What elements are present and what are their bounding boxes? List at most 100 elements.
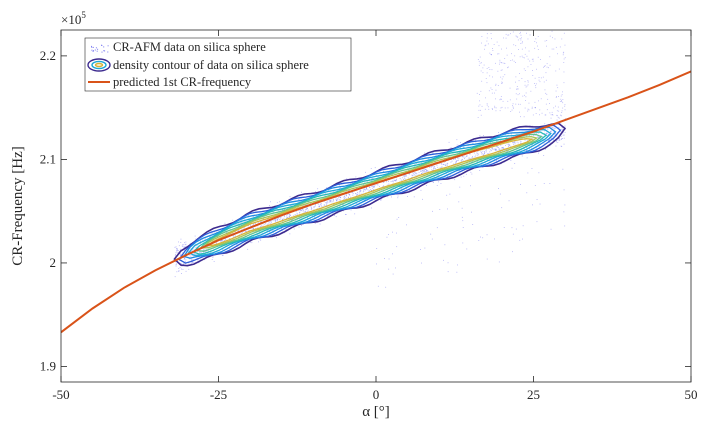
scatter-point (471, 173, 473, 175)
scatter-point (174, 255, 176, 257)
scatter-point (553, 131, 555, 133)
scatter-point (183, 263, 184, 265)
scatter-point (456, 139, 458, 141)
scatter-point (560, 123, 562, 125)
scatter-point (370, 189, 371, 191)
scatter-point (194, 246, 196, 248)
scatter-point (510, 160, 512, 161)
scatter-point (406, 224, 407, 226)
scatter-point (489, 151, 491, 153)
scatter-point (309, 218, 311, 220)
scatter-point (365, 171, 366, 173)
scatter-point (498, 148, 500, 150)
scatter-point (382, 186, 384, 188)
scatter-point (415, 172, 417, 174)
legend-entry-data: CR-AFM data on silica sphere (91, 40, 266, 54)
scatter-point (495, 139, 497, 140)
scatter-point (564, 105, 566, 107)
scatter-point (357, 194, 358, 196)
scatter-point (495, 84, 497, 86)
scatter-point (558, 110, 560, 112)
scatter-point (283, 217, 285, 219)
predicted-frequency-line (61, 70, 691, 334)
scatter-point (396, 246, 398, 248)
scatter-point (176, 250, 177, 252)
scatter-point (424, 152, 425, 154)
scatter-point (301, 209, 303, 210)
scatter-point (529, 125, 531, 127)
scatter-point (525, 150, 527, 151)
scatter-point (253, 216, 255, 218)
legend: CR-AFM data on silica sphere density con… (84, 37, 352, 92)
scatter-point (190, 251, 191, 253)
scatter-point (533, 135, 534, 137)
scatter-point (489, 69, 491, 70)
scatter-point (229, 238, 230, 239)
scatter-point (556, 119, 558, 121)
scatter-point (544, 114, 546, 116)
scatter-point (268, 221, 270, 223)
scatter-point (499, 99, 501, 101)
scatter-point (202, 239, 204, 241)
scatter-point (558, 68, 560, 70)
scatter-point (339, 196, 340, 198)
scatter-point (481, 42, 482, 44)
scatter-point (359, 191, 361, 192)
scatter-point (549, 112, 551, 114)
scatter-point (380, 199, 382, 201)
scatter-point (363, 190, 365, 192)
scatter-point (491, 92, 493, 94)
scatter-point (357, 192, 358, 193)
scatter-point (544, 65, 546, 67)
scatter-point (536, 136, 538, 138)
scatter-point (561, 101, 563, 102)
scatter-point (519, 111, 520, 113)
scatter-point (222, 254, 224, 256)
scatter-point (528, 109, 530, 111)
scatter-point (423, 170, 425, 172)
scatter-point (458, 144, 460, 146)
legend-point-swatch (101, 44, 103, 46)
legend-point-swatch (107, 45, 109, 47)
scatter-point (508, 144, 510, 145)
scatter-point (277, 228, 278, 230)
scatter-point (297, 218, 299, 220)
scatter-point (562, 168, 564, 170)
scatter-point (319, 213, 321, 215)
scatter-point (247, 248, 249, 250)
scatter-point (486, 72, 488, 74)
scatter-point (205, 251, 207, 253)
scatter-point (388, 181, 389, 182)
scatter-point (563, 51, 565, 53)
legend-label-contour: density contour of data on silica sphere (113, 58, 309, 72)
scatter-point (364, 179, 365, 181)
scatter-point (535, 83, 537, 85)
scatter-point (447, 163, 449, 165)
scatter-point (501, 147, 503, 149)
scatter-point (336, 199, 338, 201)
scatter-point (525, 86, 527, 88)
scatter-point (525, 92, 527, 94)
scatter-point (546, 135, 548, 137)
scatter-point (484, 151, 485, 152)
scatter-point (484, 153, 485, 155)
scatter-point (412, 174, 414, 176)
scatter-point (556, 135, 558, 137)
scatter-point (555, 46, 557, 48)
scatter-point (301, 210, 302, 212)
scatter-point (460, 147, 461, 148)
scatter-point (460, 176, 462, 178)
scatter-point (175, 252, 177, 254)
scatter-point (197, 251, 198, 252)
scatter-point (477, 155, 479, 157)
scatter-point (299, 212, 300, 214)
scatter-point (460, 160, 462, 162)
scatter-point (278, 217, 279, 219)
scatter-point (515, 103, 517, 105)
scatter-point (561, 129, 563, 131)
scatter-point (564, 125, 566, 127)
scatter-point (402, 168, 404, 170)
scatter-point (501, 207, 503, 209)
scatter-point (527, 108, 529, 110)
scatter-point (198, 262, 200, 263)
